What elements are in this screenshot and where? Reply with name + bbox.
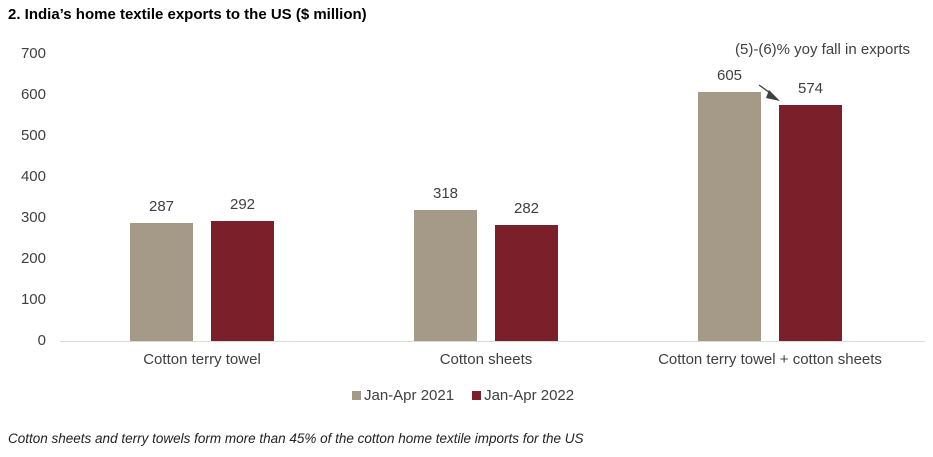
bar-2021 [130,223,193,341]
bar-2021 [414,210,477,341]
y-tick-500: 500 [20,127,46,144]
y-tick-0: 0 [37,332,46,349]
value-label: 318 [432,185,459,202]
y-tick-100: 100 [20,291,46,308]
legend-item-2021: Jan-Apr 2021 [352,387,454,404]
bar-2022 [779,105,842,341]
bar-2022 [495,225,558,341]
y-tick-700: 700 [20,45,46,62]
yoy-annotation: (5)-(6)% yoy fall in exports [735,41,911,58]
y-tick-300: 300 [20,209,46,226]
value-label: 282 [513,200,540,217]
bar-2021 [698,92,761,341]
value-label: 605 [716,67,743,84]
x-axis-line [60,341,925,342]
category-label-cotton-terry-towel: Cotton terry towel [143,351,261,368]
legend: Jan-Apr 2021 Jan-Apr 2022 [352,387,592,404]
legend-label: Jan-Apr 2022 [484,387,575,404]
chart-title: 2. India’s home textile exports to the U… [8,6,367,23]
legend-swatch-2021 [352,391,361,400]
value-label: 287 [148,198,175,215]
legend-item-2022: Jan-Apr 2022 [472,387,574,404]
value-label: 292 [229,196,256,213]
arrow-icon [758,84,780,101]
legend-swatch-2022 [472,391,482,400]
legend-label: Jan-Apr 2021 [364,387,455,404]
value-label: 574 [797,80,824,97]
bar-2022 [211,221,274,341]
y-tick-200: 200 [20,250,46,267]
y-tick-400: 400 [20,168,46,185]
category-label-combined: Cotton terry towel + cotton sheets [658,351,882,368]
y-tick-600: 600 [20,86,46,103]
category-label-cotton-sheets: Cotton sheets [439,351,533,368]
footnote: Cotton sheets and terry towels form more… [8,431,584,446]
